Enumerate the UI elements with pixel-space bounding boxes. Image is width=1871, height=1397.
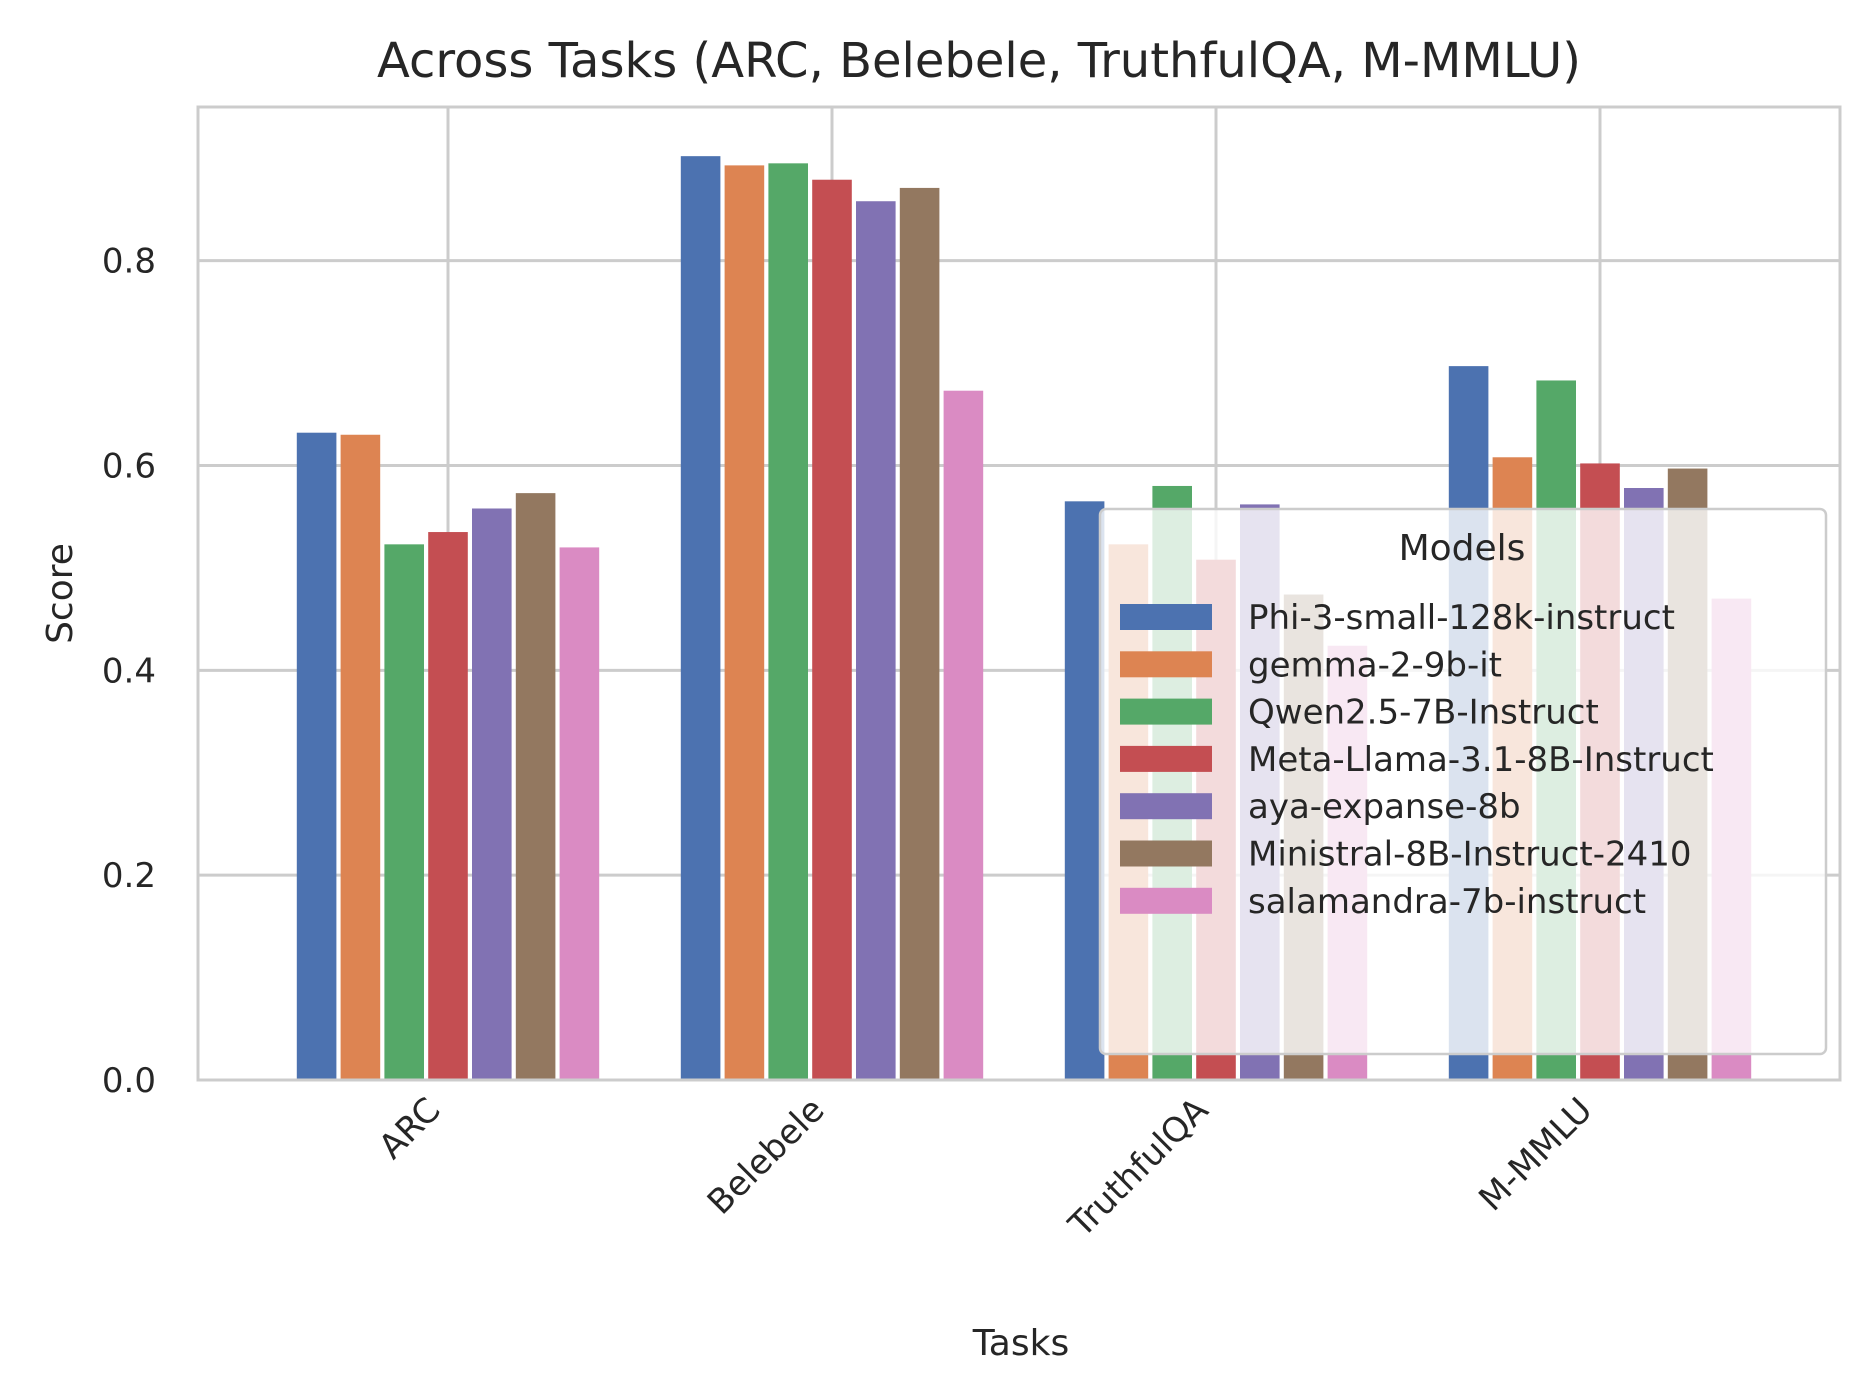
x-tick-label: TruthfulQA xyxy=(1061,1090,1217,1246)
y-tick-label: 0.2 xyxy=(102,856,156,896)
legend-label: Ministral-8B-Instruct-2410 xyxy=(1248,835,1692,875)
bar xyxy=(812,179,852,1081)
bar xyxy=(768,163,808,1081)
legend-box xyxy=(1098,507,1828,1056)
bar xyxy=(559,547,600,1080)
x-tick-label: ARC xyxy=(371,1090,448,1167)
legend-items: Phi-3-small-128k-instruct gemma-2-9b-it Qw… xyxy=(1120,598,1714,922)
bar xyxy=(296,432,337,1080)
legend-swatch xyxy=(1120,698,1212,725)
bar xyxy=(724,165,765,1080)
legend-title: Models xyxy=(1399,528,1526,569)
legend-label: salamandra-7b-instruct xyxy=(1248,882,1646,922)
legend-swatch xyxy=(1120,793,1212,820)
y-tick-label: 0.8 xyxy=(102,242,156,282)
legend-label: gemma-2-9b-it xyxy=(1248,645,1502,685)
bar xyxy=(943,390,984,1081)
bar xyxy=(515,493,556,1080)
y-tick-label: 0.4 xyxy=(102,651,156,691)
bar xyxy=(340,434,381,1080)
legend-swatch xyxy=(1120,840,1212,867)
bar xyxy=(1064,501,1105,1080)
x-tick-label: Belebele xyxy=(700,1090,833,1223)
legend-label: Phi-3-small-128k-instruct xyxy=(1248,598,1675,638)
bar xyxy=(899,187,940,1081)
legend-label: Qwen2.5-7B-Instruct xyxy=(1248,693,1599,733)
legend-swatch xyxy=(1120,745,1212,772)
bar xyxy=(856,201,896,1081)
legend: Models Phi-3-small-128k-instruct gemma-2-… xyxy=(1098,507,1828,1056)
bar xyxy=(472,508,512,1080)
chart-title: Across Tasks (ARC, Belebele, TruthfulQA,… xyxy=(377,33,1581,89)
legend-label: Meta-Llama-3.1-8B-Instruct xyxy=(1248,740,1714,780)
y-axis-label: Score xyxy=(40,543,81,644)
plot-frame xyxy=(196,105,1842,1082)
y-tick-label: 0.6 xyxy=(102,446,156,486)
x-tick-labels: ARC Belebele TruthfulQA M-MMLU xyxy=(371,1090,1600,1246)
legend-swatch xyxy=(1120,604,1212,630)
bar xyxy=(428,532,468,1080)
bar xyxy=(384,544,424,1080)
x-axis-label: Tasks xyxy=(972,1323,1069,1364)
y-tick-label: 0.0 xyxy=(102,1061,156,1101)
bar xyxy=(680,156,721,1080)
x-tick-label: M-MMLU xyxy=(1471,1090,1600,1219)
legend-swatch xyxy=(1120,651,1212,678)
legend-swatch xyxy=(1120,887,1212,914)
legend-label: aya-expanse-8b xyxy=(1248,787,1521,827)
y-tick-labels: 0.0 0.2 0.4 0.6 0.8 xyxy=(102,242,156,1101)
